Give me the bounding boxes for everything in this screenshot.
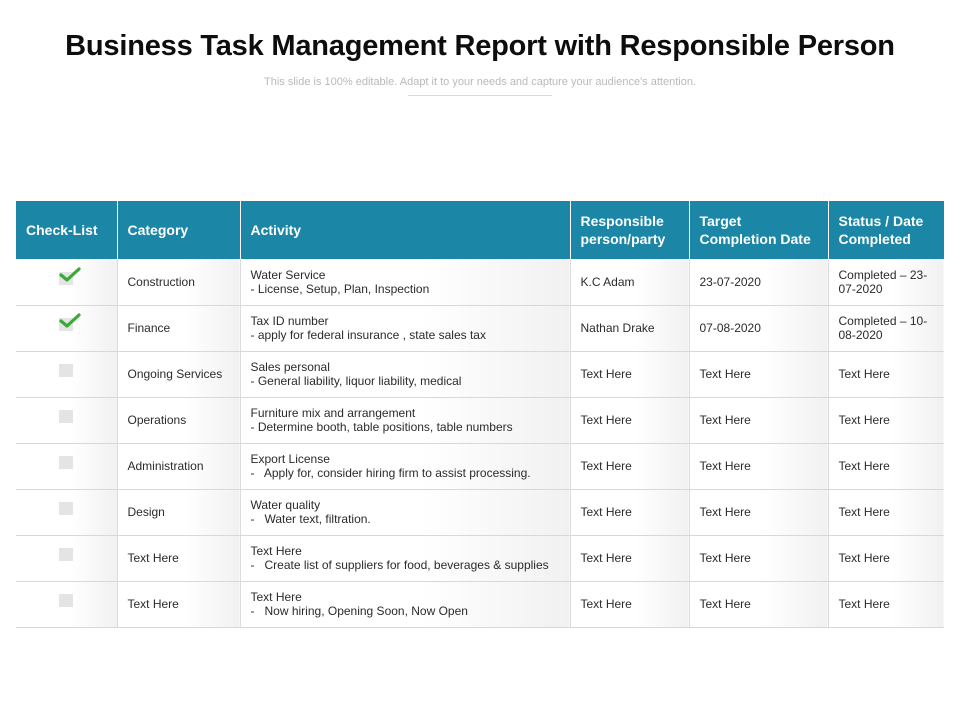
activity-cell: Furniture mix and arrangement - Determine… (240, 397, 571, 444)
activity-detail: - apply for federal insurance , state sa… (250, 328, 486, 342)
activity-title: Water Service (250, 267, 326, 282)
page-title: Business Task Management Report with Res… (65, 30, 895, 62)
table-body: Construction Water Service - License, Setu… (16, 259, 944, 628)
table-row: Ongoing Services Sales personal - General … (16, 351, 944, 398)
table-row: Text Here Text Here - Now hiring, Opening … (16, 581, 944, 628)
checkbox-icon[interactable] (59, 548, 74, 562)
category-cell: Administration (117, 443, 241, 490)
subtitle-divider (408, 95, 552, 96)
check-list-cell (16, 397, 118, 444)
responsible-cell: Text Here (570, 489, 690, 536)
activity-title: Tax ID number (250, 314, 329, 328)
check-icon (59, 313, 81, 328)
target-date-cell: Text Here (689, 351, 829, 398)
table-row: Text Here Text Here - Create list of suppl… (16, 535, 944, 582)
category-cell: Ongoing Services (117, 351, 241, 398)
activity-title: Sales personal (250, 360, 330, 374)
activity-cell: Water quality - Water text, filtration. (240, 489, 571, 536)
status-cell: Text Here (828, 489, 944, 536)
category-cell: Design (117, 489, 241, 536)
activity-detail: - Apply for, consider hiring firm to ass… (250, 466, 531, 480)
activity-cell: Tax ID number - apply for federal insuran… (240, 305, 571, 352)
target-date-cell: Text Here (689, 489, 829, 536)
column-header-status: Status / Date Completed (828, 201, 944, 259)
activity-detail: - Water text, filtration. (250, 512, 371, 526)
status-cell: Text Here (828, 581, 944, 628)
table-header: Check-List Category Activity Responsible… (16, 201, 944, 259)
category-cell: Operations (117, 397, 241, 444)
responsible-cell: Text Here (570, 397, 690, 444)
activity-detail: - Determine booth, table positions, tabl… (250, 420, 513, 434)
target-date-cell: Text Here (689, 397, 829, 444)
check-list-cell (16, 443, 118, 490)
status-cell: Text Here (828, 351, 944, 398)
column-header-activity: Activity (240, 201, 571, 259)
column-header-target-date: Target Completion Date (689, 201, 829, 259)
check-list-cell (16, 305, 118, 352)
target-date-cell: Text Here (689, 581, 829, 628)
check-list-cell (16, 535, 118, 582)
checkbox-icon[interactable] (59, 502, 74, 516)
activity-cell: Export License - Apply for, consider hiri… (240, 443, 571, 490)
column-header-category: Category (117, 201, 241, 259)
activity-detail: - License, Setup, Plan, Inspection (250, 281, 430, 296)
activity-cell: Text Here - Create list of suppliers for … (240, 535, 571, 582)
responsible-cell: Nathan Drake (570, 305, 690, 352)
status-cell: Text Here (828, 397, 944, 444)
category-cell: Text Here (117, 581, 241, 628)
category-cell: Finance (117, 305, 241, 352)
activity-title: Text Here (250, 590, 302, 604)
checkbox-icon[interactable] (59, 594, 74, 608)
status-cell: Text Here (828, 535, 944, 582)
activity-title: Text Here (250, 544, 302, 558)
table-row: Finance Tax ID number - apply for federal … (16, 305, 944, 352)
table-row: Administration Export License - Apply for,… (16, 443, 944, 490)
check-list-cell (16, 259, 118, 306)
target-date-cell: Text Here (689, 443, 829, 490)
activity-detail: - Now hiring, Opening Soon, Now Open (250, 604, 468, 618)
header-row: Check-List Category Activity Responsible… (16, 201, 944, 259)
status-cell: Completed – 23-07-2020 (828, 259, 944, 306)
target-date-cell: 07-08-2020 (689, 305, 829, 352)
check-list-cell (16, 581, 118, 628)
checked-checkbox-icon[interactable] (59, 267, 81, 286)
activity-cell: Sales personal - General liability, liquo… (240, 351, 571, 398)
responsible-cell: Text Here (570, 535, 690, 582)
target-date-cell: Text Here (689, 535, 829, 582)
check-list-cell (16, 351, 118, 398)
activity-title: Furniture mix and arrangement (250, 406, 416, 420)
activity-detail: - Create list of suppliers for food, bev… (250, 558, 549, 572)
column-header-check-list: Check-List (16, 201, 118, 259)
table-row: Design Water quality - Water text, filtrat… (16, 489, 944, 536)
table-row: Operations Furniture mix and arrangement -… (16, 397, 944, 444)
status-cell: Text Here (828, 443, 944, 490)
table-row: Construction Water Service - License, Setu… (16, 259, 944, 306)
responsible-cell: Text Here (570, 443, 690, 490)
check-list-cell (16, 489, 118, 536)
task-report-table: Check-List Category Activity Responsible… (16, 201, 944, 628)
responsible-cell: Text Here (570, 581, 690, 628)
checkbox-icon[interactable] (59, 364, 74, 378)
checked-checkbox-icon[interactable] (59, 313, 81, 332)
activity-title: Export License (250, 452, 330, 466)
activity-cell: Text Here - Now hiring, Opening Soon, Now… (240, 581, 571, 628)
check-icon (59, 267, 81, 282)
page-subtitle: This slide is 100% editable. Adapt it to… (264, 76, 696, 88)
activity-cell: Water Service - License, Setup, Plan, Ins… (240, 259, 571, 306)
checkbox-icon[interactable] (59, 410, 74, 424)
category-cell: Text Here (117, 535, 241, 582)
column-header-responsible: Responsible person/party (570, 201, 690, 259)
activity-detail: - General liability, liquor liability, m… (250, 374, 462, 388)
responsible-cell: Text Here (570, 351, 690, 398)
activity-title: Water quality (250, 498, 321, 512)
checkbox-icon[interactable] (59, 456, 74, 470)
responsible-cell: K.C Adam (570, 259, 690, 306)
status-cell: Completed – 10-08-2020 (828, 305, 944, 352)
category-cell: Construction (117, 259, 241, 306)
target-date-cell: 23-07-2020 (689, 259, 829, 306)
